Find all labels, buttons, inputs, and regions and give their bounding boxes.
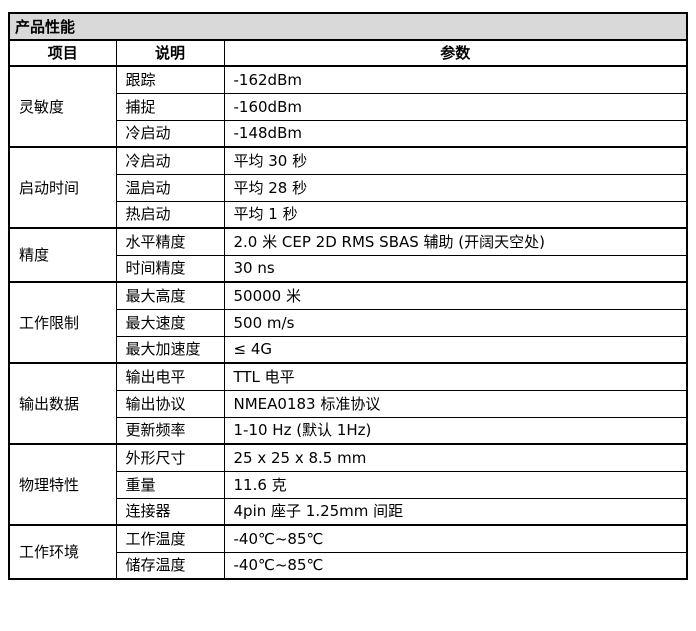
param-cell: -40℃~85℃ xyxy=(223,524,688,553)
param-cell: 4pin 座子 1.25mm 间距 xyxy=(223,497,688,526)
param-cell: 25 x 25 x 8.5 mm xyxy=(223,443,688,472)
column-header-item: 项目 xyxy=(8,39,117,67)
param-cell: -160dBm xyxy=(223,92,688,121)
table-row: 最大加速度 ≤ 4G xyxy=(9,335,688,364)
param-cell: ≤ 4G xyxy=(223,335,688,364)
param-cell: 平均 28 秒 xyxy=(223,173,688,202)
group-label-accuracy: 精度 xyxy=(8,227,117,283)
param-cell: 平均 1 秒 xyxy=(223,200,688,229)
table-row: 捕捉 -160dBm xyxy=(9,92,688,121)
table-row: 精度 水平精度 2.0 米 CEP 2D RMS SBAS 辅助 (开阔天空处) xyxy=(8,227,688,283)
param-cell: 11.6 克 xyxy=(223,470,688,499)
group-label-physical: 物理特性 xyxy=(8,443,117,526)
desc-cell: 储存温度 xyxy=(115,551,225,580)
desc-cell: 输出协议 xyxy=(115,389,225,418)
desc-cell: 工作温度 xyxy=(115,524,225,553)
desc-cell: 最大速度 xyxy=(115,308,225,337)
param-cell: 1-10 Hz (默认 1Hz) xyxy=(223,416,688,445)
desc-cell: 冷启动 xyxy=(115,119,225,148)
table-row: 输出协议 NMEA0183 标准协议 xyxy=(9,389,688,418)
desc-cell: 时间精度 xyxy=(115,254,225,283)
table-row: 工作限制 最大高度 50000 米 xyxy=(8,281,688,364)
group-label-sensitivity: 灵敏度 xyxy=(8,65,117,148)
param-cell: -40℃~85℃ xyxy=(223,551,688,580)
param-cell: 50000 米 xyxy=(223,281,688,310)
param-cell: 500 m/s xyxy=(223,308,688,337)
param-cell: -148dBm xyxy=(223,119,688,148)
table-row: 重量 11.6 克 xyxy=(9,470,688,499)
column-header-description: 说明 xyxy=(115,39,225,67)
table-row: 工作环境 工作温度 -40℃~85℃ xyxy=(8,524,688,580)
desc-cell: 温启动 xyxy=(115,173,225,202)
param-cell: -162dBm xyxy=(223,65,688,94)
group-label-startup-time: 启动时间 xyxy=(8,146,117,229)
product-performance-table: 产品性能 项目 说明 参数 灵敏度 跟踪 -162dBm 捕捉 -160dBm … xyxy=(8,12,688,580)
table-row: 物理特性 外形尺寸 25 x 25 x 8.5 mm xyxy=(8,443,688,526)
param-cell: TTL 电平 xyxy=(223,362,688,391)
desc-cell: 连接器 xyxy=(115,497,225,526)
group-label-output-data: 输出数据 xyxy=(8,362,117,445)
desc-cell: 热启动 xyxy=(115,200,225,229)
param-cell: NMEA0183 标准协议 xyxy=(223,389,688,418)
table-body: 产品性能 项目 说明 参数 灵敏度 跟踪 -162dBm 捕捉 -160dBm … xyxy=(8,12,688,580)
desc-cell: 最大加速度 xyxy=(115,335,225,364)
column-header-parameter: 参数 xyxy=(223,39,688,67)
table-row: 输出数据 输出电平 TTL 电平 xyxy=(8,362,688,445)
table-row: 热启动 平均 1 秒 xyxy=(9,200,688,229)
desc-cell: 外形尺寸 xyxy=(115,443,225,472)
desc-cell: 冷启动 xyxy=(115,146,225,175)
param-cell: 2.0 米 CEP 2D RMS SBAS 辅助 (开阔天空处) xyxy=(223,227,688,256)
param-cell: 30 ns xyxy=(223,254,688,283)
table-row: 储存温度 -40℃~85℃ xyxy=(9,551,688,580)
desc-cell: 输出电平 xyxy=(115,362,225,391)
param-cell: 平均 30 秒 xyxy=(223,146,688,175)
desc-cell: 更新频率 xyxy=(115,416,225,445)
table-row: 最大速度 500 m/s xyxy=(9,308,688,337)
group-label-operating-limits: 工作限制 xyxy=(8,281,117,364)
desc-cell: 最大高度 xyxy=(115,281,225,310)
table-row: 冷启动 -148dBm xyxy=(9,119,688,148)
group-label-environment: 工作环境 xyxy=(8,524,117,580)
table-row: 启动时间 冷启动 平均 30 秒 xyxy=(8,146,688,229)
desc-cell: 重量 xyxy=(115,470,225,499)
table-row: 时间精度 30 ns xyxy=(9,254,688,283)
table-row: 温启动 平均 28 秒 xyxy=(9,173,688,202)
desc-cell: 捕捉 xyxy=(115,92,225,121)
table-title: 产品性能 xyxy=(8,12,688,41)
table-title-row: 产品性能 xyxy=(8,12,688,41)
desc-cell: 跟踪 xyxy=(115,65,225,94)
table-row: 灵敏度 跟踪 -162dBm xyxy=(8,65,688,148)
table-header-row: 项目 说明 参数 xyxy=(8,39,688,67)
desc-cell: 水平精度 xyxy=(115,227,225,256)
